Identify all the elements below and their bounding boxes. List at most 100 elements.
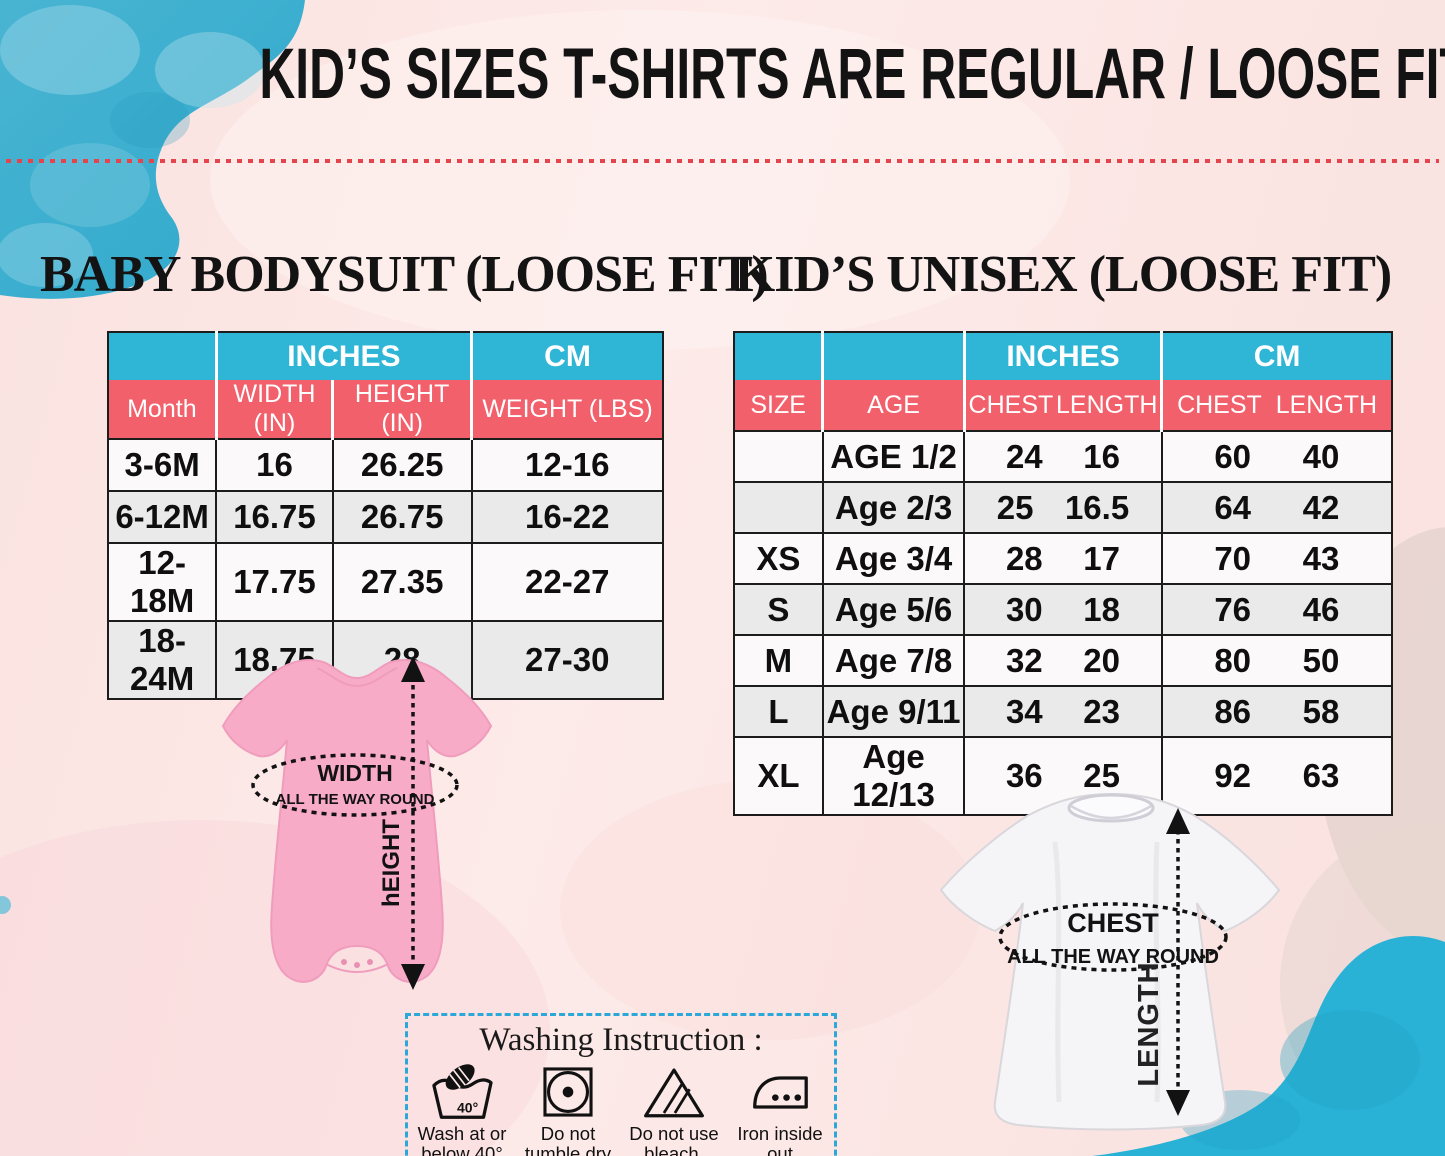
table-row: XS Age 3/4 28 17 70 43 [733, 532, 1394, 585]
cm-header: CM [470, 332, 663, 380]
bodysuit-neckline-trim [316, 667, 398, 688]
table-cell: 16-22 [470, 490, 665, 544]
height-arrowhead-top [401, 656, 425, 682]
bodysuit-crotch-trim [325, 963, 389, 973]
unit-header-row: INCHES CM [734, 332, 1392, 380]
height-label: hEIGHT [378, 819, 405, 907]
page-title: KID’S SIZES T-SHIRTS ARE REGULAR / LOOSE… [0, 34, 1445, 115]
length-label: LENGTH [1133, 961, 1165, 1086]
do-not-bleach-icon [644, 1068, 704, 1118]
empty-header-cell [108, 332, 217, 380]
kid-section-heading: KID’S UNISEX (LOOSE FIT) [734, 246, 1392, 303]
width-label: WIDTH [317, 760, 392, 786]
washing-items: 40° Wash at or below 40° Do not tumble d… [408, 1063, 834, 1156]
table-cell: Age 2/3 [821, 481, 966, 534]
table-cell: 6-12M [106, 490, 218, 544]
table-cell: 30 18 [963, 583, 1163, 636]
washing-caption: Do not tumble dry [524, 1123, 612, 1156]
chest-sub-label: ALL THE WAY ROUND [1007, 946, 1219, 968]
washing-item-no-tumble-dry: Do not tumble dry [516, 1063, 620, 1156]
table-row: 12-18M 17.75 27.35 22-27 [106, 542, 665, 622]
table-cell: 24 16 [963, 430, 1163, 483]
teal-texture [155, 32, 265, 108]
length-header: LENGTH [1056, 390, 1158, 419]
cm-header: CM [1160, 332, 1392, 380]
table-row: L Age 9/11 34 23 86 58 [733, 685, 1394, 738]
kids-unisex-size-table: INCHES CM SIZE AGE CHEST LENGTH CHEST LE… [733, 331, 1394, 816]
teal-blob-bottom-right [1092, 936, 1445, 1156]
table-cell: 26.75 [331, 490, 473, 544]
do-not-tumble-dry-icon [543, 1067, 593, 1117]
table-row: S Age 5/6 30 18 76 46 [733, 583, 1394, 636]
iron-inside-out-icon [753, 1076, 808, 1109]
table-cell: Age 12/13 [821, 736, 966, 816]
table-cell: 76 46 [1160, 583, 1394, 636]
washing-caption: Wash at or below 40° [417, 1123, 507, 1156]
column-header: Month [108, 380, 217, 439]
dotted-divider [6, 159, 1439, 163]
teal-texture [0, 223, 93, 287]
snap-button [341, 959, 347, 965]
table-cell: 86 58 [1160, 685, 1394, 738]
table-cell: 80 50 [1160, 634, 1394, 687]
column-header-row: Month WIDTH (IN) HEIGHT (IN) WEIGHT (LBS… [108, 380, 663, 439]
table-cell: 18-24M [106, 620, 218, 700]
teal-speck [0, 896, 11, 914]
table-cell: 70 43 [1160, 532, 1394, 585]
baby-bodysuit-figure: WIDTH ALL THE WAY ROUND hEIGHT [205, 648, 525, 1038]
table-cell: S [733, 583, 824, 636]
tshirt-fold [1153, 841, 1161, 1103]
table-cell [733, 430, 824, 483]
tshirt-fold [1052, 841, 1062, 1103]
table-cell: 16 [215, 438, 334, 492]
column-header: WIDTH (IN) [214, 380, 333, 439]
tshirt-garment [939, 792, 1281, 1131]
svg-text:40°: 40° [457, 1100, 478, 1116]
chest-header: CHEST [1177, 390, 1262, 419]
table-cell: 26.25 [331, 438, 473, 492]
table-cell: 16.75 [215, 490, 334, 544]
table-cell [733, 481, 824, 534]
height-arrowhead-bottom [401, 964, 425, 990]
table-cell: L [733, 685, 824, 738]
table-cell: Age 7/8 [821, 634, 966, 687]
table-cell: 17.75 [215, 542, 334, 622]
table-row: XL Age 12/13 36 25 92 63 [733, 736, 1394, 816]
width-sub-label: ALL THE WAY ROUND [276, 791, 435, 808]
teal-texture [30, 143, 150, 227]
teal-texture [1280, 1010, 1420, 1110]
length-arrowhead-bottom [1166, 1090, 1190, 1116]
kids-tshirt-figure: CHEST ALL THE WAY ROUND LENGTH [905, 772, 1305, 1156]
column-header: WEIGHT (LBS) [470, 380, 663, 439]
table-row: AGE 1/2 24 16 60 40 [733, 430, 1394, 483]
inches-header: INCHES [214, 332, 472, 380]
table-cell: 28 17 [963, 532, 1163, 585]
page-title-text: KID’S SIZES T-SHIRTS ARE REGULAR / LOOSE… [259, 35, 1445, 114]
table-cell: XS [733, 532, 824, 585]
washing-caption: Iron inside out Low Temp. [737, 1123, 823, 1156]
washing-item-hand-wash: 40° Wash at or below 40° [410, 1063, 514, 1156]
table-cell: 22-27 [470, 542, 665, 622]
table-cell: 3-6M [106, 438, 218, 492]
width-measure-ellipse [251, 753, 459, 817]
inches-header: INCHES [962, 332, 1162, 380]
chest-measure-ellipse [998, 902, 1228, 972]
hand-wash-40-icon: 40° [432, 1064, 493, 1119]
table-cell: 64 42 [1160, 481, 1394, 534]
teal-blob-top-left [0, 0, 305, 299]
unit-header-row: INCHES CM [108, 332, 663, 380]
table-row: 3-6M 16 26.25 12-16 [106, 438, 665, 492]
baby-bodysuit-size-table: INCHES CM Month WIDTH (IN) HEIGHT (IN) W… [106, 331, 665, 700]
table-row: 6-12M 16.75 26.75 16-22 [106, 490, 665, 544]
column-header-row: SIZE AGE CHEST LENGTH CHEST LENGTH [734, 380, 1392, 431]
bodysuit-garment [221, 659, 493, 983]
washing-title: Washing Instruction : [479, 1022, 763, 1058]
empty-header-cell [734, 332, 823, 380]
washing-instruction-box: Washing Instruction : 40° Wash at or bel… [405, 1013, 837, 1156]
column-header: AGE [821, 380, 965, 431]
table-cell: Age 5/6 [821, 583, 966, 636]
table-cell: 34 23 [963, 685, 1163, 738]
snap-button [367, 959, 373, 965]
table-row: M Age 7/8 32 20 80 50 [733, 634, 1394, 687]
